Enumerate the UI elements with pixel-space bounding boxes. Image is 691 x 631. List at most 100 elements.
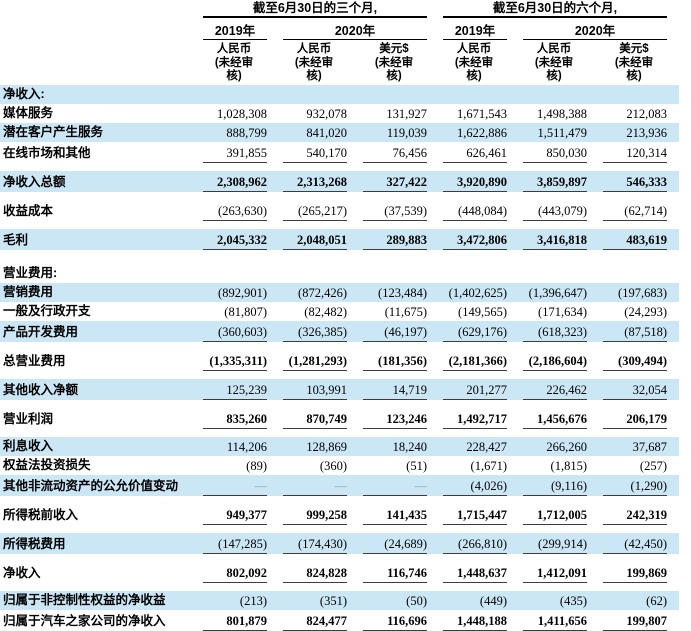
- unaudited-label: (未经审: [454, 56, 494, 69]
- year-2019-6m-cell: 2019年: [427, 18, 507, 40]
- cell-value: (24,293): [624, 305, 667, 319]
- value-cell: [267, 85, 347, 104]
- cell-value: (360,603): [203, 325, 267, 342]
- value-cell: (326,385): [267, 321, 347, 342]
- cell-value: 824,477: [283, 614, 347, 631]
- table-header: 截至6月30日的三个月, 截至6月30日的六个月, 2019年 2020年 20…: [0, 0, 691, 85]
- cell-value: (309,494): [603, 354, 667, 371]
- cell-value: 932,078: [306, 107, 347, 121]
- cell-value: (263,630): [203, 204, 267, 221]
- value-cell: 14,719: [347, 379, 427, 400]
- value-cell: (197,683): [587, 283, 667, 302]
- value-cell: 2,048,051: [267, 229, 347, 250]
- row-label: 所得税费用: [0, 533, 187, 554]
- table-row: 潜在客户产生服务 888,799 841,020 119,039 1,622,886 1,…: [0, 123, 691, 142]
- value-cell: 1,028,308: [187, 104, 267, 123]
- row-label: 净收入:: [0, 85, 187, 104]
- value-cell: (1,281,293): [267, 350, 347, 371]
- value-cell: 103,991: [267, 379, 347, 400]
- row-pad: [667, 123, 691, 142]
- value-cell: 242,319: [587, 504, 667, 525]
- row-label: 净收入: [3, 566, 41, 580]
- value-cell: 199,807: [587, 610, 667, 631]
- row-label: 利息收入: [0, 437, 187, 456]
- row-pad: [667, 379, 691, 400]
- value-cell: (174,430): [267, 533, 347, 554]
- value-cell: 114,206: [187, 437, 267, 456]
- cell-value: 391,855: [203, 146, 267, 163]
- table-body: 净收入: 媒体服务 1,028,308 932,078 131,927 1,671,543…: [0, 85, 691, 631]
- row-pad: [667, 321, 691, 342]
- period-6m-title: 截至6月30日的六个月,: [443, 1, 667, 18]
- unaudited-label: 核): [546, 70, 562, 82]
- period-3m-title: 截至6月30日的三个月,: [203, 1, 427, 18]
- period-3m-cell: 截至6月30日的三个月,: [187, 0, 427, 18]
- table-row: 毛利 2,045,332 2,048,051 289,883 3,472,806 3,41…: [0, 229, 691, 250]
- cell-value: (265,217): [283, 204, 347, 221]
- value-cell: (87,518): [587, 321, 667, 342]
- table-row: 其他收入净额 125,239 103,991 14,719 201,277 226,462…: [0, 379, 691, 400]
- cell-value: 3,416,818: [523, 233, 587, 250]
- value-cell: [587, 264, 667, 283]
- value-cell: (309,494): [587, 350, 667, 371]
- table-row: 所得税费用 (147,285) (174,430) (24,689) (266,810)…: [0, 533, 691, 554]
- table-row: 净收入 802,092 824,828 116,746 1,448,637 1,412,0…: [0, 562, 691, 583]
- value-cell: 37,687: [587, 437, 667, 456]
- unaudited-label: 核): [226, 70, 242, 82]
- value-cell: 949,377: [187, 504, 267, 525]
- row-pad: [667, 142, 691, 163]
- cell-value: 226,462: [523, 383, 587, 400]
- cell-value: 1,412,091: [523, 566, 587, 583]
- value-cell: [427, 264, 507, 283]
- value-cell: (1,290): [587, 475, 667, 496]
- table-row: 归属于汽车之家公司的净收入 801,879 824,477 116,696 1,448,…: [0, 610, 691, 631]
- value-cell: [347, 264, 427, 283]
- value-cell: 199,869: [587, 562, 667, 583]
- value-cell: 32,054: [587, 379, 667, 400]
- row-pad: [667, 533, 691, 554]
- row-gap: [0, 583, 691, 591]
- value-cell: [587, 85, 667, 104]
- value-cell: 327,422: [347, 171, 427, 192]
- row-pad: [667, 591, 691, 610]
- cell-value: 327,422: [363, 175, 427, 192]
- cell-value: 1,712,005: [523, 508, 587, 525]
- table-row: 产品开发费用 (360,603) (326,385) (46,197) (629,176…: [0, 321, 691, 342]
- row-label: 潜在客户产生服务: [0, 123, 187, 142]
- value-cell: 932,078: [267, 104, 347, 123]
- value-cell: 1,622,886: [427, 123, 507, 142]
- table-row: 净收入总额 2,308,962 2,313,268 327,422 3,920,890 3…: [0, 171, 691, 192]
- value-cell: [507, 85, 587, 104]
- unaudited-label: 核): [466, 70, 482, 82]
- cell-value: (181,356): [363, 354, 427, 371]
- value-cell: 626,461: [427, 142, 507, 163]
- value-cell: (1,671): [427, 456, 507, 475]
- cell-value: 199,807: [603, 614, 667, 631]
- section-row: 营业费用:: [0, 264, 691, 283]
- value-cell: (11,675): [347, 302, 427, 321]
- row-label: 所得税前收入: [3, 508, 79, 522]
- col-header-rmb-4: 人民币 (未经审 核): [507, 40, 587, 85]
- cell-value: (37,539): [363, 204, 427, 221]
- row-gap: [0, 163, 691, 171]
- value-cell: 824,477: [267, 610, 347, 631]
- cell-value: (4,026): [443, 479, 507, 496]
- value-cell: 131,927: [347, 104, 427, 123]
- value-cell: 3,920,890: [427, 171, 507, 192]
- value-cell: 1,671,543: [427, 104, 507, 123]
- cell-value: (351): [319, 594, 347, 608]
- unaudited-label: 核): [626, 70, 642, 82]
- cell-value: 116,696: [363, 614, 427, 631]
- value-cell: (360,603): [187, 321, 267, 342]
- cell-value: (51): [406, 459, 427, 473]
- row-label: 权益法投资损失: [3, 458, 91, 472]
- value-cell: 2,313,268: [267, 171, 347, 192]
- value-cell: 841,020: [267, 123, 347, 142]
- row-pad: [667, 171, 691, 192]
- cell-value: 1,492,717: [443, 412, 507, 429]
- value-cell: 540,170: [267, 142, 347, 163]
- row-gap: [0, 342, 691, 350]
- value-cell: (81,807): [187, 302, 267, 321]
- value-cell: 546,333: [587, 171, 667, 192]
- cell-value: (449): [479, 594, 507, 608]
